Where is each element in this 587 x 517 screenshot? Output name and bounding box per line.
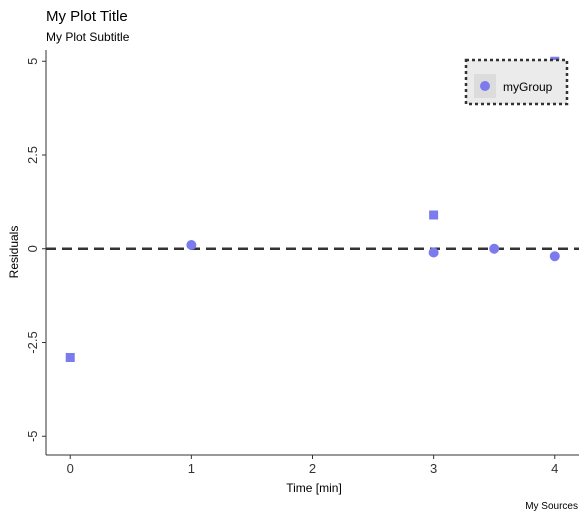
x-tick-label: 0 [67,461,74,476]
x-axis-title: Time [min] [286,481,342,495]
data-point-circle [489,243,500,254]
y-tick-label: 2.5 [25,146,40,164]
x-tick-label: 3 [430,461,437,476]
data-point-circle [428,247,439,258]
data-point-circle [186,240,197,250]
legend-label-mygroup: myGroup [503,80,553,94]
x-tick-label: 4 [551,461,558,476]
plot-area: 5 2.5 0 -2.5 -5 0 1 2 3 4 [25,50,579,476]
y-tick-label: -2.5 [25,331,40,353]
data-point-circle [549,251,560,262]
chart-title: My Plot Title [46,8,128,25]
y-tick-label: 5 [25,58,40,65]
legend-marker-mygroup [480,81,490,91]
y-tick-label: 0 [25,245,40,252]
y-tick-label: -5 [25,430,40,442]
data-point-square [429,210,439,220]
x-tick-label: 2 [309,461,316,476]
chart-subtitle: My Plot Subtitle [46,30,130,44]
y-axis-title: Residuals [7,226,21,279]
x-tick-label: 1 [188,461,195,476]
legend: myGroup [464,58,569,106]
data-point-square [65,353,75,362]
x-axis-ticks: 0 1 2 3 4 [67,455,558,476]
y-axis-ticks: 5 2.5 0 -2.5 -5 [25,58,46,442]
chart-caption: My Sources [525,501,578,512]
